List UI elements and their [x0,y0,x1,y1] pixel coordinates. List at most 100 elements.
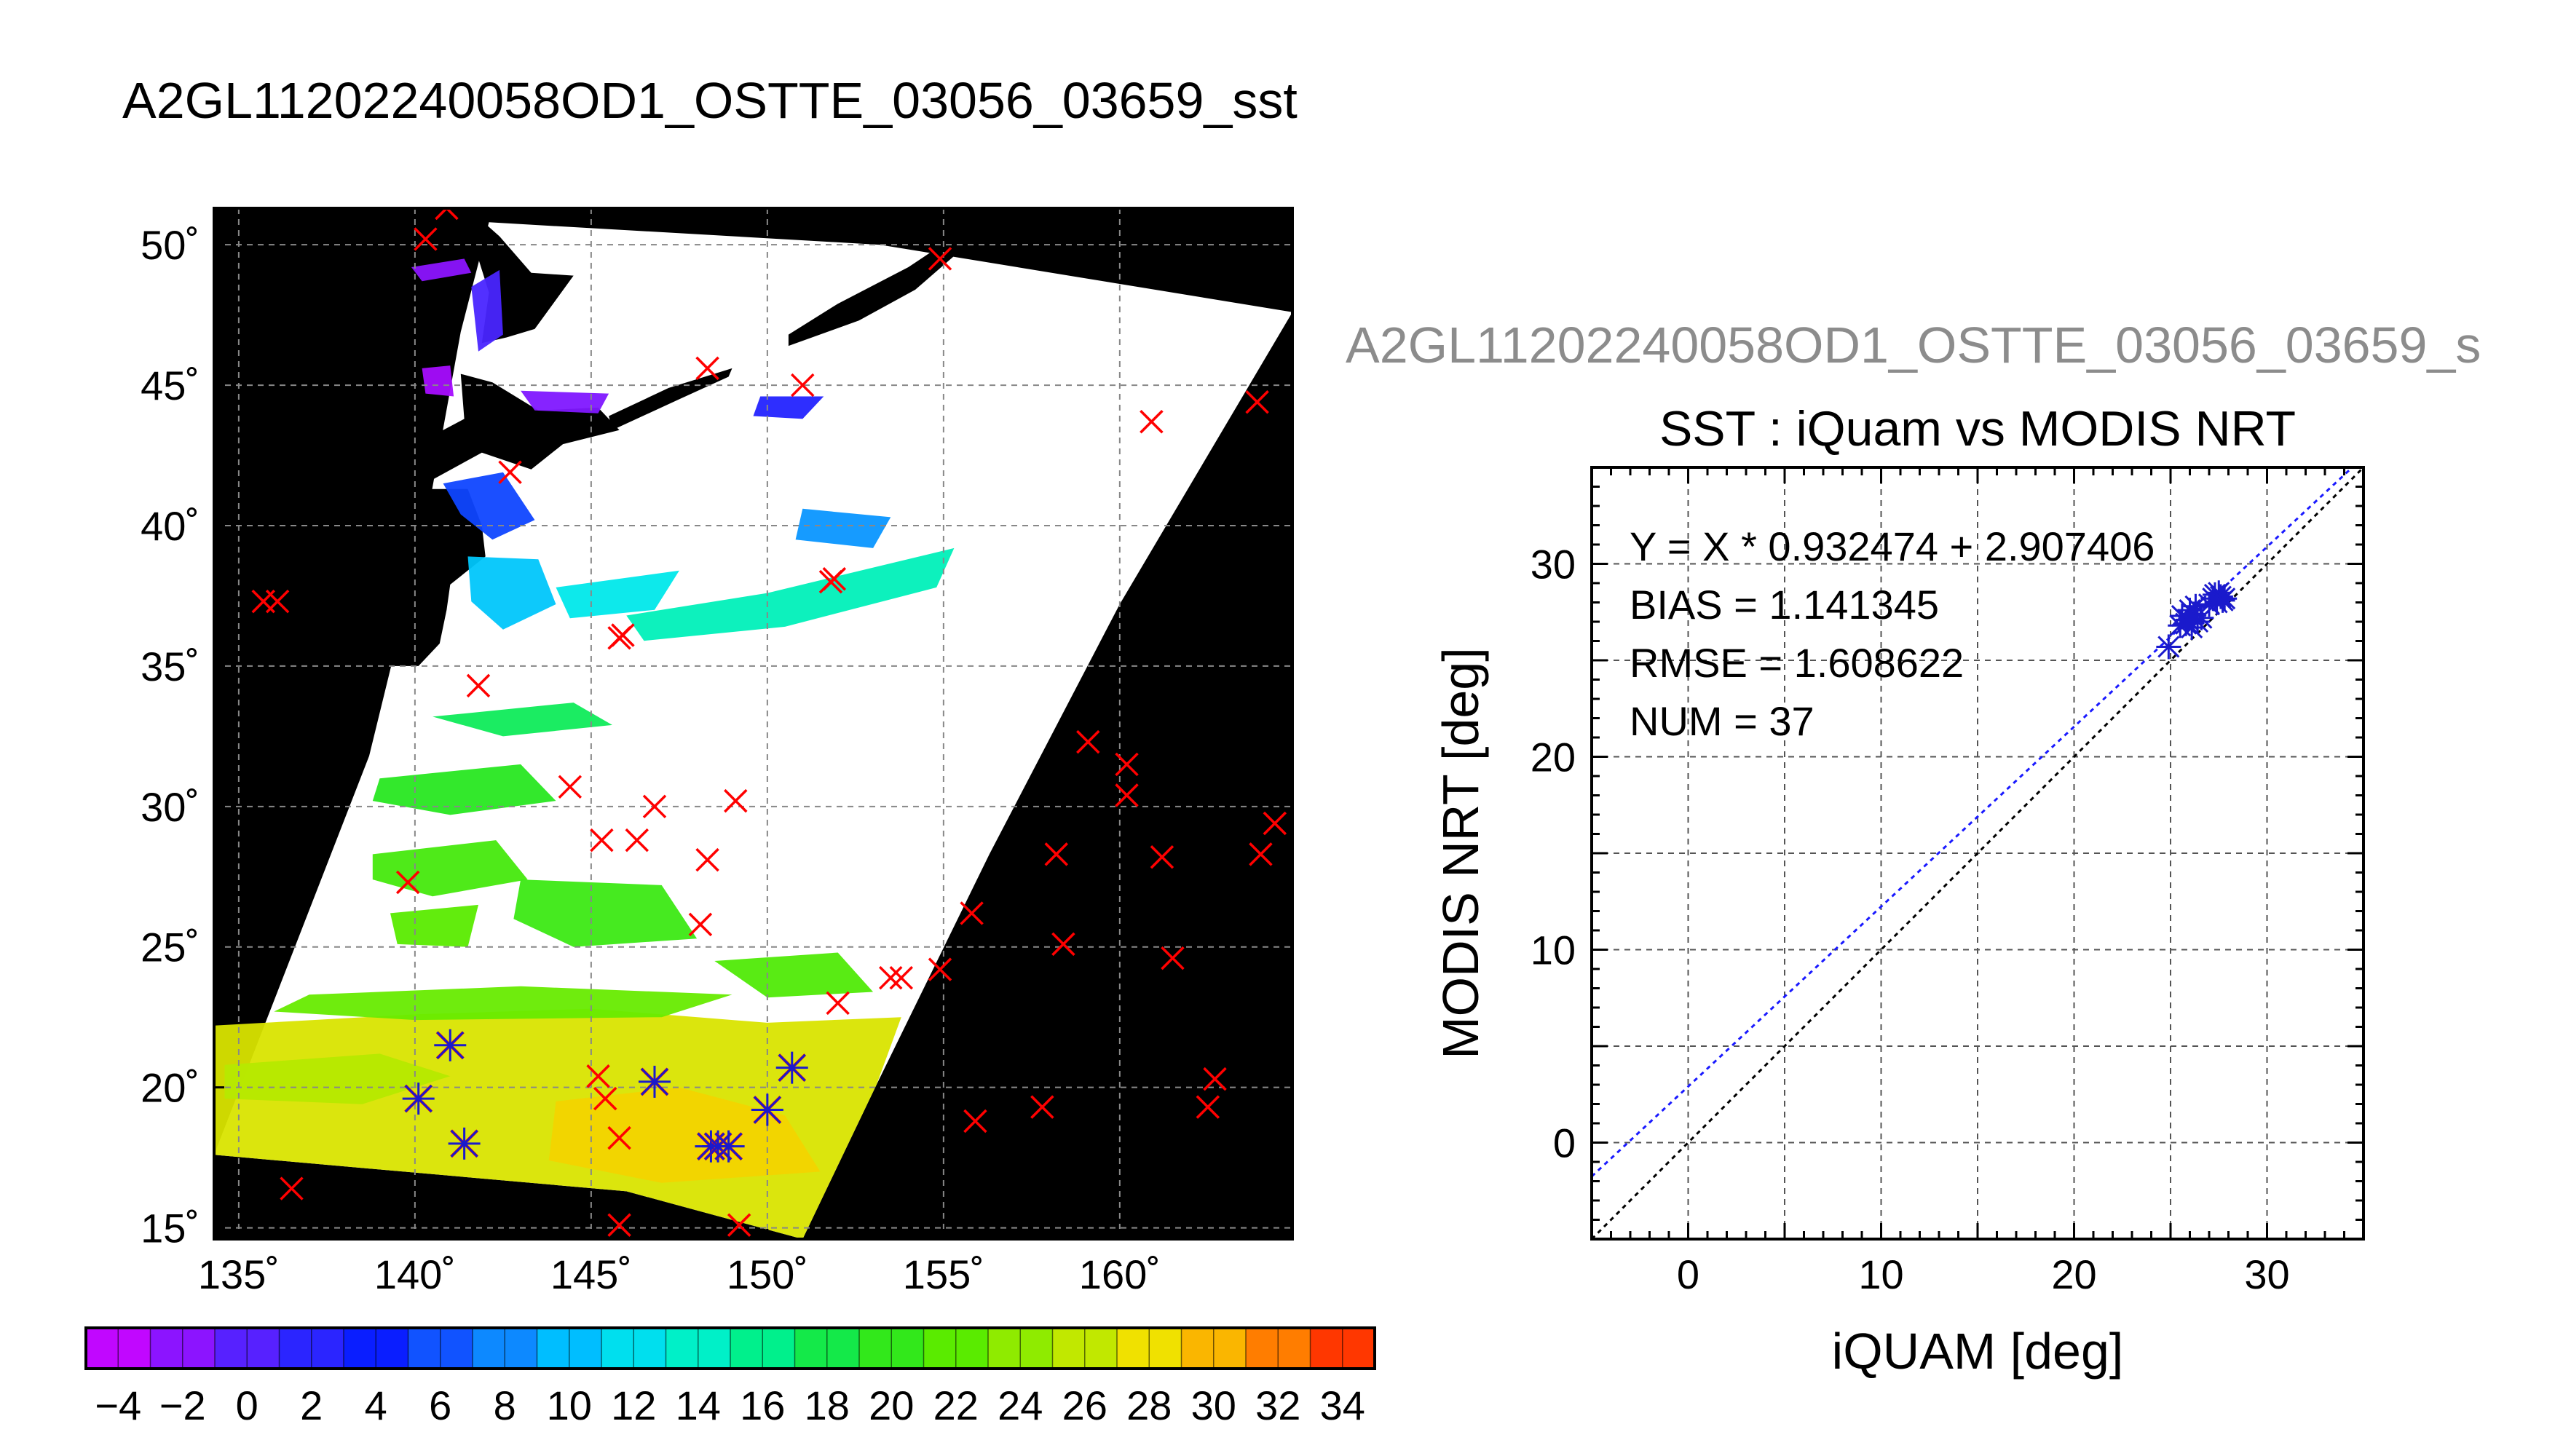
scatter-point [2212,586,2238,612]
colorbar-label: 8 [494,1382,516,1428]
annotation-rmse: RMSE = 1.608622 [1630,640,1964,686]
colorbar-labels: −4 −2 0 2 4 6 8 10 12 14 16 18 20 22 24 26 28 30 32 34 [95,1382,1365,1428]
y-axis-label: MODIS NRT [deg] [1432,647,1489,1059]
iquam-point [466,673,491,698]
marker-stroke [1115,783,1139,807]
marker-stroke [1263,811,1287,836]
sst-patch [274,986,732,1021]
marker-stroke [688,912,713,937]
sst-patch [390,904,478,947]
iquam-point [1161,946,1185,970]
colorbar-label: 2 [300,1382,323,1428]
sst-patch [224,1053,451,1104]
x-tick-label: 30 [2244,1251,2289,1297]
y-tick-label: 20 [1531,735,1576,780]
sst-patch [471,269,503,352]
marker-stroke [1115,752,1139,777]
iquam-point [1245,389,1269,414]
map-grid [214,208,1292,1239]
colorbar-label: 4 [365,1382,387,1428]
match-markers [402,1029,808,1163]
sst-fields [214,208,986,1239]
marker-stroke [611,623,635,647]
colorbar-label: 12 [611,1382,656,1428]
iquam-point [1249,842,1273,866]
scatter-points [2156,580,2238,660]
colorbar-label: 34 [1320,1382,1365,1428]
marker-stroke [414,227,438,251]
iquam-point [695,847,719,872]
lon-tick-label: 160˚ [1079,1251,1161,1297]
x-tick-label: 10 [1858,1251,1903,1297]
marker-stroke [695,356,719,381]
lat-tick-label: 50˚ [141,222,200,268]
iquam-point [1196,1095,1220,1119]
marker-stroke [1140,409,1164,434]
match-point [775,1051,808,1084]
iquam-point [1140,409,1164,434]
iquam-point [642,794,667,819]
iquam-point [498,460,522,484]
iquam-point [590,828,614,852]
marker-stroke [265,589,290,614]
lat-tick-label: 25˚ [141,925,200,970]
lat-tick-label: 45˚ [141,363,200,408]
y-tick-label: 30 [1531,542,1576,587]
colorbar-label: 16 [740,1382,785,1428]
annotation-num: NUM = 37 [1630,698,1814,744]
colorbar-label: 20 [869,1382,914,1428]
iquam-point [928,247,952,271]
marker-stroke [1249,842,1273,866]
marker-stroke [1203,1067,1227,1091]
colorbar-label: 18 [805,1382,850,1428]
colorbar-label: 6 [429,1382,451,1428]
iquam-point [960,901,984,925]
iquam-point [727,1213,751,1237]
iquam-point [414,227,438,251]
iquam-point [791,373,815,397]
marker-stroke [1030,1095,1054,1119]
colorbar: −4 −2 0 2 4 6 8 10 12 14 16 18 20 22 24 26 28 30 32 34 [84,1326,1376,1428]
colorbar-label: 10 [547,1382,592,1428]
marker-stroke [960,901,984,925]
sst-patch [411,258,472,282]
marker-stroke [435,208,449,221]
lon-tick-label: 145˚ [550,1251,632,1297]
x-tick-label: 0 [1677,1251,1699,1297]
iquam-point [607,1125,631,1150]
marker-stroke [1245,389,1269,414]
marker-stroke [727,1213,751,1237]
iquam-point [1115,752,1139,777]
sst-patch [556,570,679,619]
map-lon-ticks: 135˚ 140˚ 145˚ 150˚ 155˚ 160˚ [198,1229,1161,1297]
marker-stroke [607,1213,631,1237]
iquam-point [1076,729,1100,754]
land-mass [288,488,486,684]
land-mass [609,368,732,430]
scatter-title: SST : iQuam vs MODIS NRT [1659,401,2296,456]
match-point [638,1065,671,1098]
colorbar-label: −2 [159,1382,206,1428]
sst-patch [467,556,556,630]
marker-stroke [1051,932,1075,957]
iquam-point [1030,1095,1054,1119]
marker-stroke [928,957,952,981]
marker-stroke [642,794,667,819]
lat-tick-label: 15˚ [141,1206,200,1251]
scatter-subtitle: A2GL11202240058OD1_OSTTE_03056_03659_s [1346,317,2481,373]
iquam-point [625,828,649,852]
sst-patch [443,472,535,540]
iquam-point [822,567,847,591]
marker-stroke [593,1086,617,1111]
sst-patch [513,879,698,947]
match-point [751,1093,783,1126]
sst-patch [714,952,874,998]
map-frame [213,207,1294,1241]
colorbar-label: 28 [1126,1382,1172,1428]
one-to-one-line [1592,467,2364,1239]
colorbar-label: −4 [95,1382,141,1428]
sst-patch [521,390,609,414]
colorbar-label: 0 [236,1382,258,1428]
iquam-point [1150,845,1174,869]
iquam-point [265,589,290,614]
